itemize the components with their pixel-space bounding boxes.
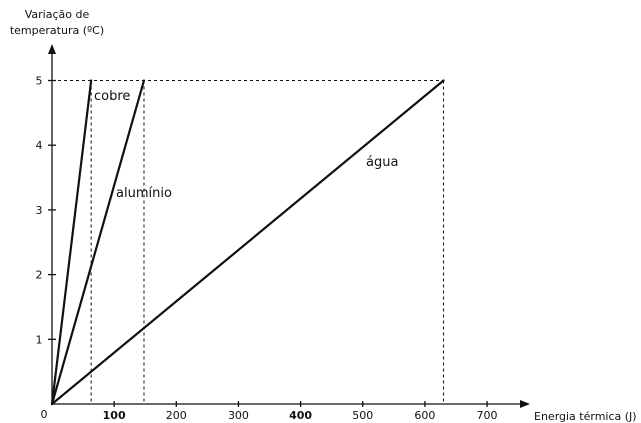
tick-marks: 100 200 300 400 500 600 700 1 2 3 4 5 [36,75,498,423]
series-label-agua: água [366,155,398,170]
series-line-agua [50,79,445,406]
series-line-aluminio [50,79,146,406]
x-tick-label: 400 [289,409,312,422]
y-tick-label: 5 [36,75,43,88]
y-tick-label: 3 [36,204,43,217]
origin-label: 0 [41,408,48,421]
series-line-cobre [50,79,93,406]
x-tick-label: 300 [228,409,249,422]
y-tick-label: 2 [36,269,43,282]
x-axis-arrow-icon [520,400,530,408]
x-tick-label: 600 [414,409,435,422]
y-axis-title-line2: temperatura (ºC) [10,24,104,37]
series-label-cobre: cobre [94,89,130,104]
x-tick-label: 500 [352,409,373,422]
x-axis-title: Energia térmica (J) [534,410,637,423]
y-axis-title-line1: Variação de [25,8,90,21]
y-tick-label: 1 [36,333,43,346]
series-label-aluminio: alumínio [116,186,172,201]
series-lines [50,79,445,406]
y-axis-arrow-icon [48,44,56,54]
x-tick-label: 700 [477,409,498,422]
y-tick-label: 4 [36,139,43,152]
x-tick-label: 200 [166,409,187,422]
axes [48,44,530,408]
x-tick-label: 100 [103,409,126,422]
reference-lines [52,80,445,404]
